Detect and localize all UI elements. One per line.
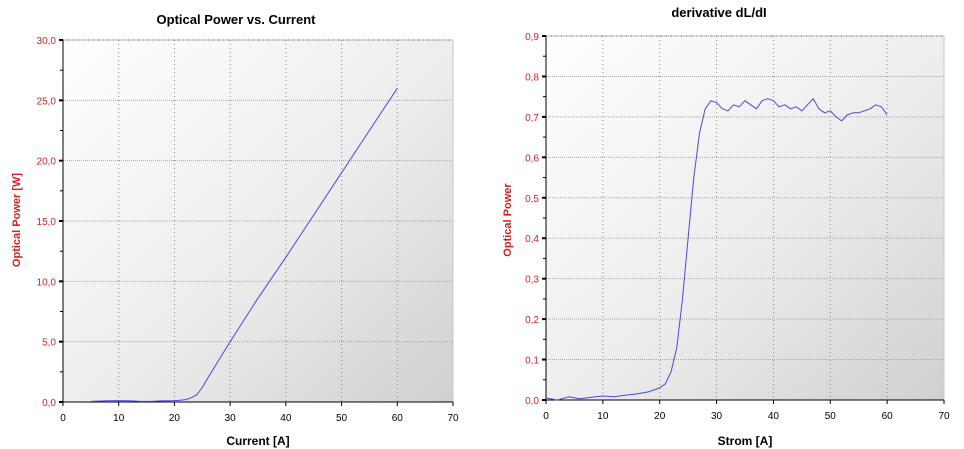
series-line (545, 98, 888, 401)
y-tick-label: 5,0 (42, 338, 56, 349)
x-tick-label: 70 (938, 411, 950, 422)
y-tick-label: 0,8 (525, 72, 539, 83)
x-tick-label: 30 (225, 413, 237, 424)
x-axis-label: Strom [A] (718, 434, 773, 448)
x-tick-label: 0 (543, 411, 549, 422)
y-tick-label: 0,0 (42, 398, 56, 409)
x-tick-label: 20 (169, 413, 181, 424)
y-tick-label: 0,6 (525, 153, 539, 164)
y-tick-label: 15,0 (37, 217, 57, 228)
y-axis-label: Optical Power [W] (11, 173, 23, 267)
x-tick-label: 20 (654, 411, 666, 422)
plot-area (545, 35, 945, 401)
y-tick-label: 10,0 (37, 277, 57, 288)
y-tick-label: 0,2 (525, 315, 539, 326)
x-axis-label: Current [A] (226, 434, 289, 448)
y-tick-label: 0,4 (525, 234, 539, 245)
x-tick-label: 50 (825, 411, 837, 422)
y-axis-label: Optical Power (502, 183, 514, 257)
x-tick-label: 60 (882, 411, 894, 422)
y-tick-label: 0,3 (525, 275, 539, 286)
y-tick-label: 20,0 (37, 157, 57, 168)
y-tick-label: 0,7 (525, 113, 539, 124)
x-tick-label: 40 (280, 413, 292, 424)
chart-derivative: derivative dL/dI Strom [A] Optical Power… (502, 5, 950, 448)
chart-title: Optical Power vs. Current (157, 12, 317, 27)
series-line (90, 88, 398, 402)
y-tick-label: 25,0 (37, 96, 57, 107)
x-tick-label: 50 (336, 413, 348, 424)
x-tick-label: 10 (113, 413, 125, 424)
x-tick-label: 40 (768, 411, 780, 422)
y-tick-label: 0,9 (525, 32, 539, 43)
y-tick-label: 0,0 (525, 396, 539, 407)
y-tick-label: 0,1 (525, 356, 539, 367)
x-tick-label: 10 (597, 411, 609, 422)
chart-optical-power-vs-current: Optical Power vs. Current Current [A] Op… (11, 12, 459, 448)
x-tick-label: 30 (711, 411, 723, 422)
x-tick-label: 70 (447, 413, 459, 424)
y-tick-label: 0,5 (525, 194, 539, 205)
y-tick-label: 30,0 (37, 36, 57, 47)
x-tick-label: 60 (392, 413, 404, 424)
x-tick-label: 0 (60, 413, 66, 424)
chart-title: derivative dL/dI (671, 5, 766, 20)
